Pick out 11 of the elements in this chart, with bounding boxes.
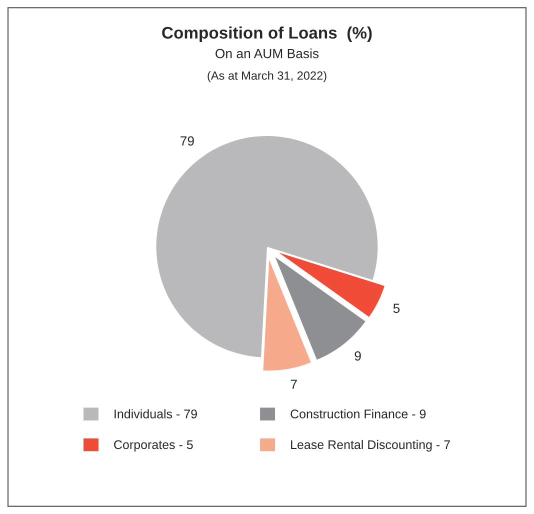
- data-label: 9: [354, 351, 361, 361]
- legend-label: Individuals - 79: [114, 409, 197, 418]
- data-label: 5: [393, 304, 400, 313]
- text: (As at March 31, 2022): [208, 71, 326, 82]
- legend-label: Construction Finance - 9: [290, 409, 426, 418]
- chart-subtitle: On an AUM Basis: [216, 48, 319, 58]
- legend-label: Corporates - 5: [114, 440, 193, 452]
- chart-title: Composition of Loans (%): [162, 26, 372, 42]
- legend-label: Lease Rental Discounting - 7: [291, 440, 450, 452]
- data-label: 79: [180, 136, 194, 146]
- data-label: 7: [290, 380, 297, 389]
